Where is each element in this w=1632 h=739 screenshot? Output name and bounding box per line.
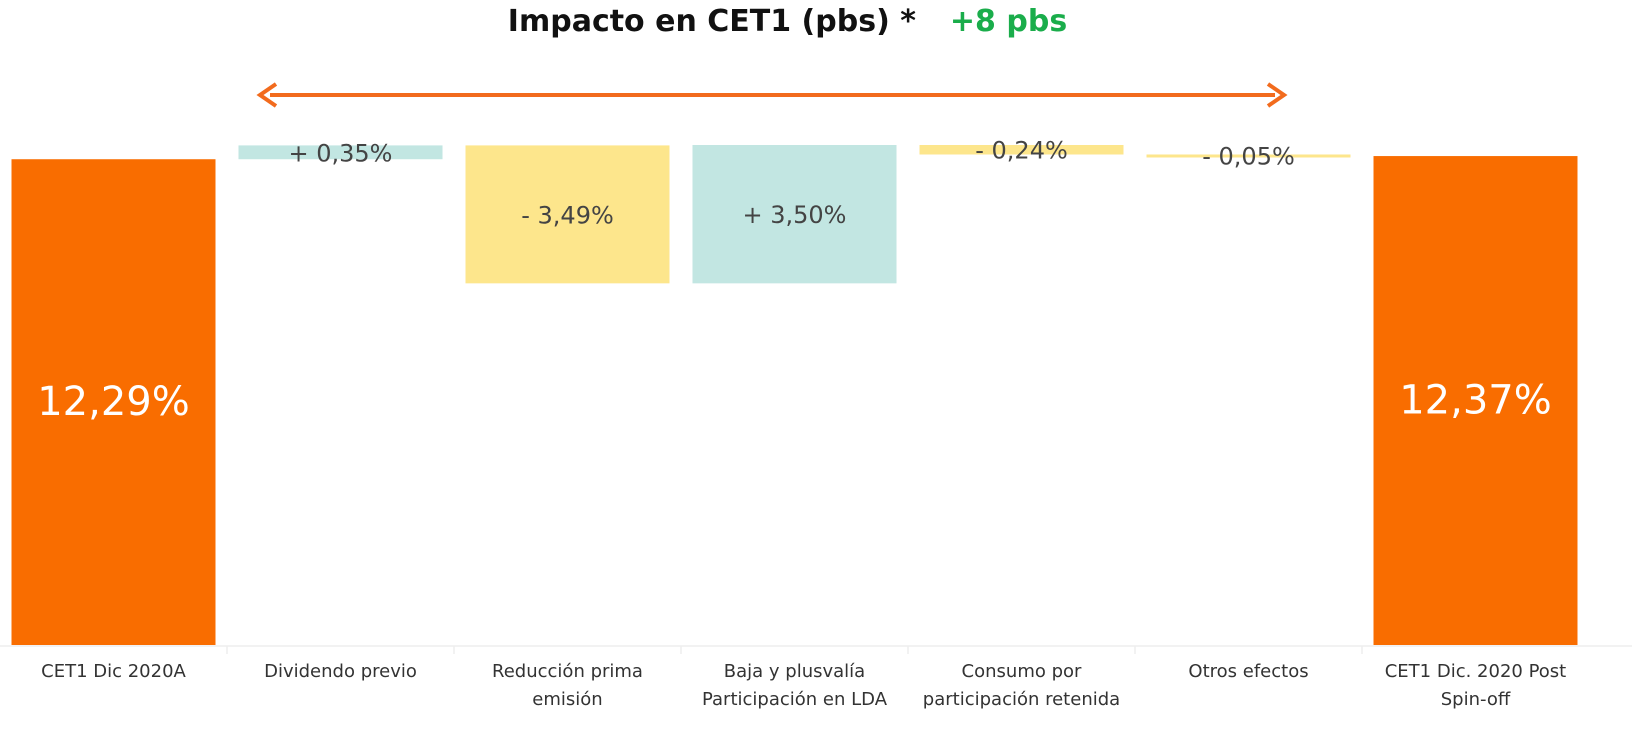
bar: [238, 145, 443, 160]
arrow-head: [256, 82, 278, 108]
value-label: 12,37%: [1399, 378, 1552, 424]
bar: [1373, 156, 1578, 645]
x-tick-label: Consumo por participación retenida: [922, 661, 1121, 710]
x-tick-label: CET1 Dic 2020A: [41, 661, 186, 682]
value-label: - 0,05%: [1202, 142, 1295, 170]
title-row: Impacto en CET1 (pbs) * +8 pbs: [0, 4, 1575, 39]
x-tick-label: CET1 Dic. 2020 Post Spin-off: [1384, 661, 1567, 710]
x-tick-label: Reducción prima emisión: [492, 661, 643, 710]
annotation: +8 pbs: [949, 4, 1068, 39]
bar: [692, 145, 897, 284]
x-tick-label: Baja y plusvalía Participación en LDA: [701, 661, 888, 710]
bar: [1146, 154, 1351, 158]
chart-title: Impacto en CET1 (pbs) *: [507, 4, 916, 39]
value-label: + 0,35%: [289, 139, 393, 167]
value-label: + 3,50%: [743, 201, 847, 229]
x-tick-label: Dividendo previo: [264, 661, 417, 682]
x-tick-label: Otros efectos: [1188, 661, 1309, 682]
bar: [919, 145, 1124, 155]
value-label: - 0,24%: [975, 137, 1068, 165]
bar: [11, 159, 216, 645]
value-label: - 3,49%: [521, 201, 614, 229]
value-label: 12,29%: [37, 379, 190, 425]
bar: [465, 145, 670, 284]
arrow-head: [1266, 82, 1288, 108]
